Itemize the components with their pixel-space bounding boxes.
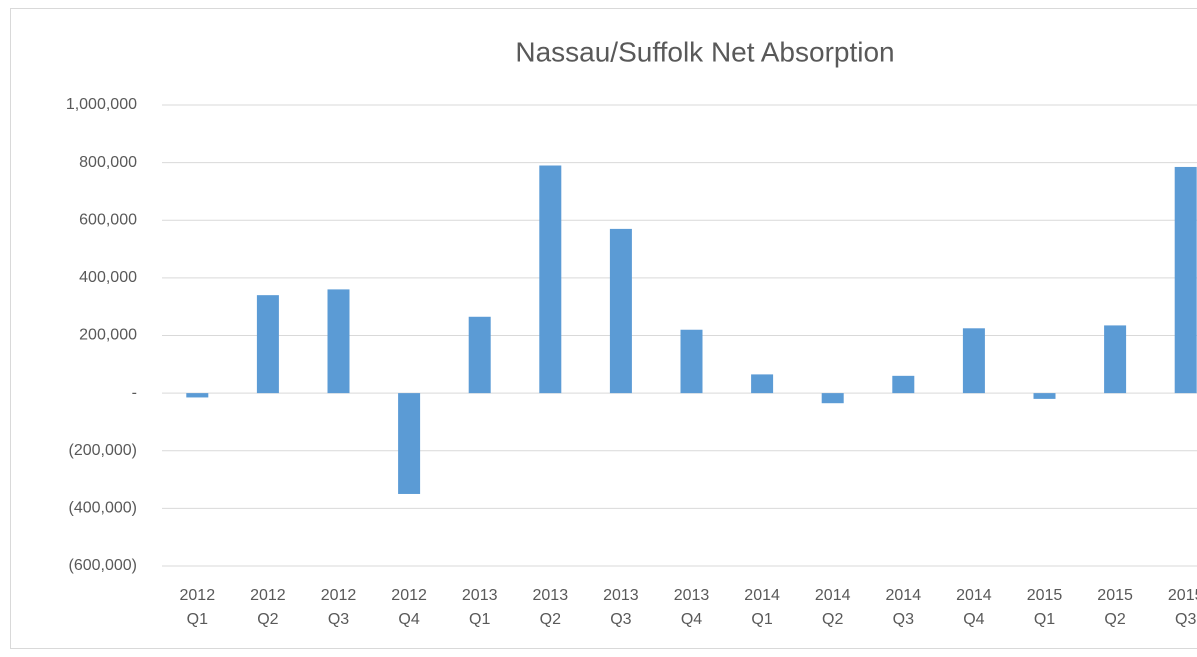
y-tick-label: 200,000 xyxy=(79,327,137,344)
x-tick-label: 2013 Q4 xyxy=(673,587,710,628)
y-tick-label: (400,000) xyxy=(69,500,138,517)
bar xyxy=(539,165,562,394)
bar xyxy=(1104,325,1127,394)
x-tick-label: 2015 Q3 xyxy=(1167,587,1197,628)
bar xyxy=(468,316,491,394)
x-tick-label: 2012 Q2 xyxy=(250,587,286,628)
x-tick-label: 2014 Q2 xyxy=(814,587,851,628)
bar xyxy=(186,393,209,398)
x-tick-label: 2013 Q2 xyxy=(532,587,569,628)
x-tick-label: 2013 Q1 xyxy=(461,587,498,628)
y-tick-label: 1,000,000 xyxy=(66,96,137,113)
x-tick-label: 2012 Q1 xyxy=(179,587,216,628)
bar xyxy=(609,228,632,394)
y-tick-label: 600,000 xyxy=(79,211,137,228)
chart-title: Nassau/Suffolk Net Absorption xyxy=(515,36,894,67)
x-tick-label: 2015 Q1 xyxy=(1026,587,1063,628)
x-tick-label: 2014 Q4 xyxy=(956,587,992,628)
bar xyxy=(821,393,844,404)
chart-frame xyxy=(10,8,1197,649)
x-tick-label: 2015 Q2 xyxy=(1097,587,1133,628)
y-tick-label: - xyxy=(132,384,137,401)
x-tick-label: 2014 Q3 xyxy=(885,587,922,628)
y-tick-label: (200,000) xyxy=(69,442,138,459)
bar xyxy=(256,295,279,394)
bar xyxy=(962,328,985,394)
bar xyxy=(680,329,703,394)
bar xyxy=(398,393,421,494)
x-tick-label: 2012 Q3 xyxy=(320,587,357,628)
bar xyxy=(1033,393,1056,399)
y-tick-label: 800,000 xyxy=(79,154,137,171)
y-tick-label: 400,000 xyxy=(79,269,137,286)
bar xyxy=(327,289,350,394)
bar xyxy=(751,374,774,394)
x-tick-label: 2013 Q3 xyxy=(603,587,639,628)
x-tick-label: 2012 Q4 xyxy=(391,587,427,628)
y-tick-label: (600,000) xyxy=(69,557,138,574)
bar xyxy=(1174,166,1197,394)
x-tick-label: 2014 Q1 xyxy=(744,587,780,628)
bar xyxy=(892,375,915,394)
